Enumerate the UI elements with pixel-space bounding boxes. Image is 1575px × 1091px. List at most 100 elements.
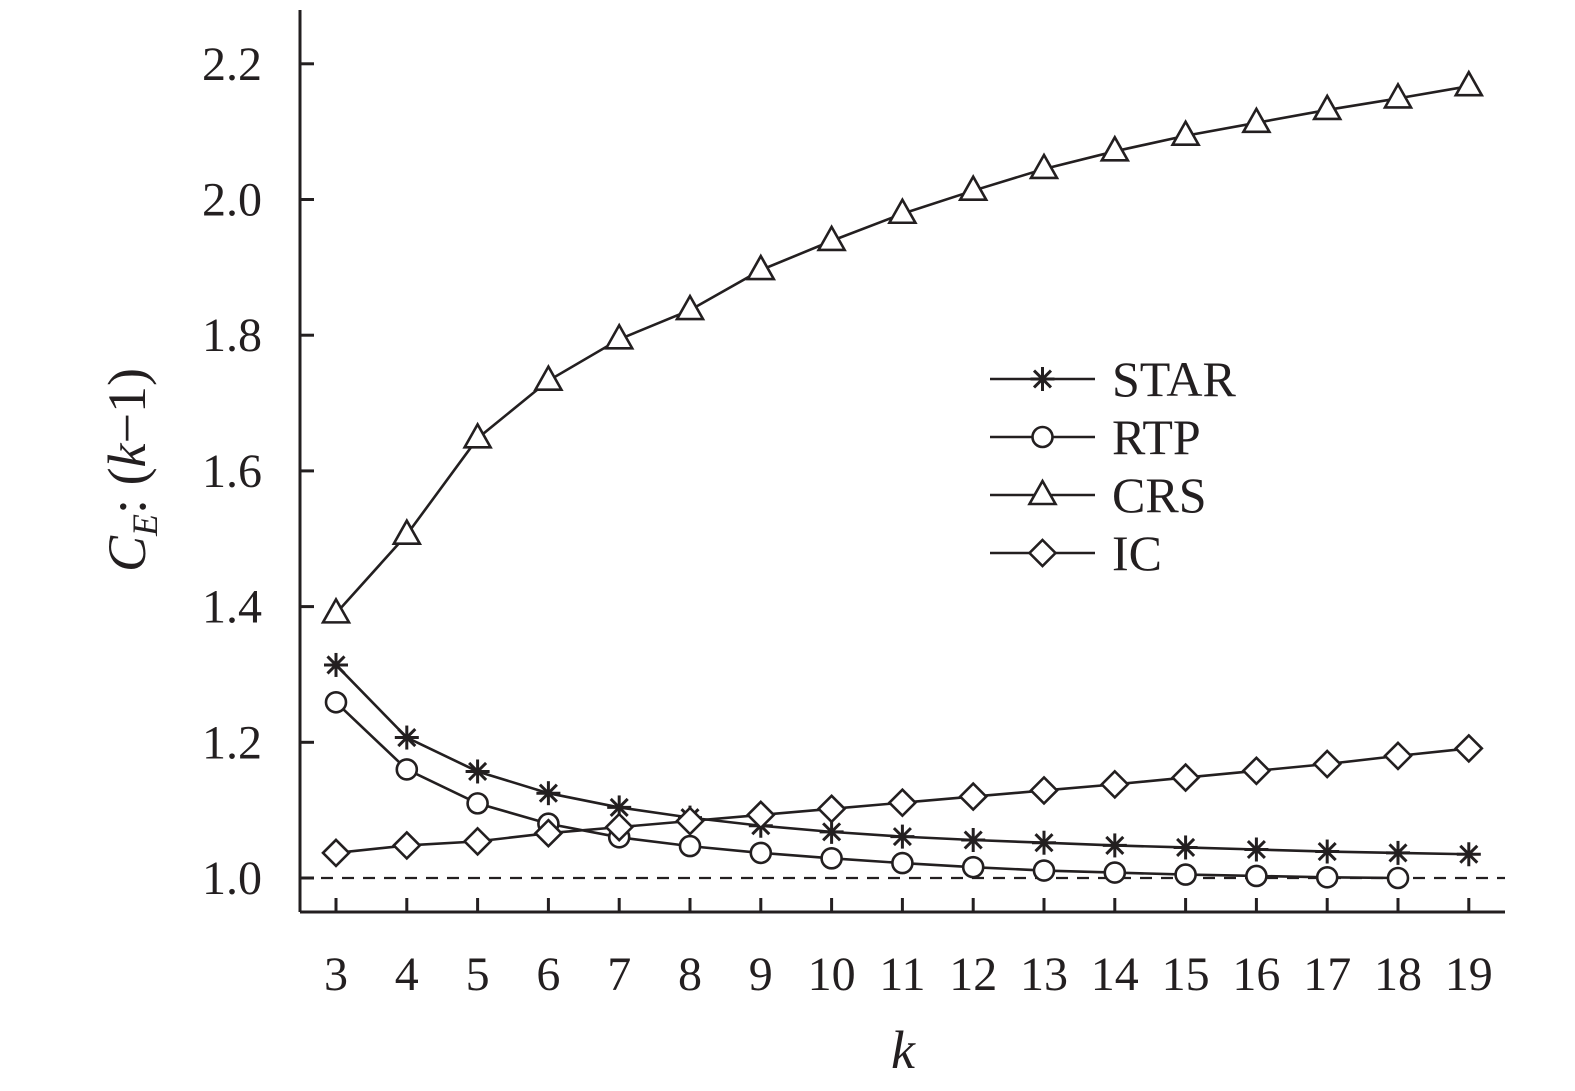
asterisk-stroke (397, 728, 417, 748)
asterisk-stroke (1176, 837, 1196, 858)
series-line-rtp (335, 701, 1399, 880)
legend-item-star: STAR (990, 351, 1236, 407)
asterisk-stroke (1317, 841, 1337, 862)
star-point (1173, 835, 1198, 860)
rtp-point (324, 690, 348, 714)
x-tick-label: 19 (1445, 948, 1493, 1001)
rtp-point (961, 855, 985, 879)
rtp-point (1103, 861, 1127, 884)
series-crs (320, 69, 1485, 624)
crs-point (1241, 106, 1272, 134)
series-line-crs (335, 84, 1470, 615)
series-rtp (324, 690, 1410, 890)
crs-point (816, 224, 847, 252)
series-layer (320, 69, 1485, 890)
star-point (890, 824, 915, 849)
ic-point (604, 812, 635, 842)
asterisk-stroke (609, 797, 629, 817)
crs-point (462, 421, 493, 449)
legend-label: RTP (1112, 409, 1201, 465)
ic-point (321, 838, 351, 868)
x-tick-label: 11 (879, 948, 925, 1001)
rtp-point (678, 834, 702, 858)
crs-point (1028, 152, 1060, 180)
legend-ic-point (1027, 538, 1058, 568)
series-ic (321, 733, 1484, 868)
ic-point (533, 818, 564, 849)
star-point (961, 828, 986, 853)
asterisk-stroke (892, 827, 912, 847)
asterisk-stroke (822, 822, 842, 842)
rtp-point (749, 841, 773, 865)
asterisk-stroke (963, 830, 983, 850)
legend-rtp-point (1031, 425, 1054, 449)
x-tick-label: 7 (607, 948, 631, 1001)
crs-point (1099, 134, 1131, 162)
star-point (1102, 833, 1127, 858)
y-tick-label: 1.6 (202, 445, 262, 498)
ic-point (1099, 769, 1130, 800)
y-tick-label: 1.0 (202, 852, 262, 905)
y-axis-title-prefix: : ( (97, 467, 157, 514)
series-star (324, 652, 1481, 867)
star-point (1456, 842, 1481, 867)
ic-point (1383, 741, 1413, 771)
y-tick-label: 2.2 (202, 38, 262, 91)
y-axis-title-suffix: −1) (97, 368, 157, 443)
star-point (536, 781, 561, 806)
rtp-point (1315, 866, 1339, 889)
y-ticks: 1.0 1.2 1.4 1.6 1.8 2.0 2.2 (202, 38, 314, 905)
asterisk-stroke (468, 761, 488, 782)
crs-point (1382, 81, 1414, 109)
asterisk-stroke (538, 783, 558, 803)
ic-point (391, 830, 422, 861)
x-tick-label: 16 (1232, 948, 1280, 1001)
x-tick-label: 10 (808, 948, 856, 1001)
rtp-point (820, 847, 843, 870)
rtp-point (466, 792, 489, 815)
ic-point (745, 800, 776, 830)
crs-point (674, 293, 706, 321)
rtp-point (1032, 859, 1056, 882)
ic-point (887, 787, 918, 818)
x-tick-label: 6 (536, 948, 560, 1001)
y-tick-label: 1.4 (202, 581, 262, 634)
star-point (324, 652, 348, 677)
x-tick-label: 9 (749, 948, 773, 1001)
asterisk-stroke (1032, 369, 1053, 389)
legend-label: STAR (1112, 351, 1236, 407)
crs-point (1170, 119, 1201, 147)
ic-point (1029, 775, 1059, 806)
crs-point (887, 197, 918, 225)
y-tick-label: 1.2 (202, 716, 262, 769)
crs-point (957, 174, 989, 201)
x-tick-label: 15 (1162, 948, 1210, 1001)
legend-item-rtp: RTP (990, 409, 1201, 465)
rtp-point (1386, 866, 1410, 890)
ic-point (1170, 762, 1201, 793)
asterisk-stroke (326, 655, 346, 675)
legend-item-ic: IC (990, 525, 1162, 581)
crs-point (745, 253, 777, 281)
ic-point (1453, 733, 1484, 764)
crs-point (320, 596, 352, 624)
x-tick-label: 13 (1020, 948, 1068, 1001)
legend-label: IC (1112, 525, 1162, 581)
x-ticks: 3 4 5 6 7 8 9 10 11 12 13 14 15 16 17 18 19 (324, 898, 1493, 1001)
x-tick-label: 5 (466, 948, 490, 1001)
y-tick-label: 1.8 (202, 309, 262, 362)
ic-point (675, 806, 705, 836)
legend-label: CRS (1112, 467, 1207, 523)
x-axis-title: k (891, 1020, 916, 1080)
crs-point (1453, 69, 1485, 97)
star-point (607, 795, 632, 820)
x-tick-label: 17 (1303, 948, 1351, 1001)
rtp-point (1174, 863, 1197, 886)
crs-point (391, 518, 423, 545)
crs-point (533, 364, 564, 391)
legend-crs-point (1027, 478, 1058, 506)
legend-item-crs: CRS (990, 467, 1207, 523)
crs-point (1311, 93, 1343, 121)
crs-point (603, 322, 635, 350)
